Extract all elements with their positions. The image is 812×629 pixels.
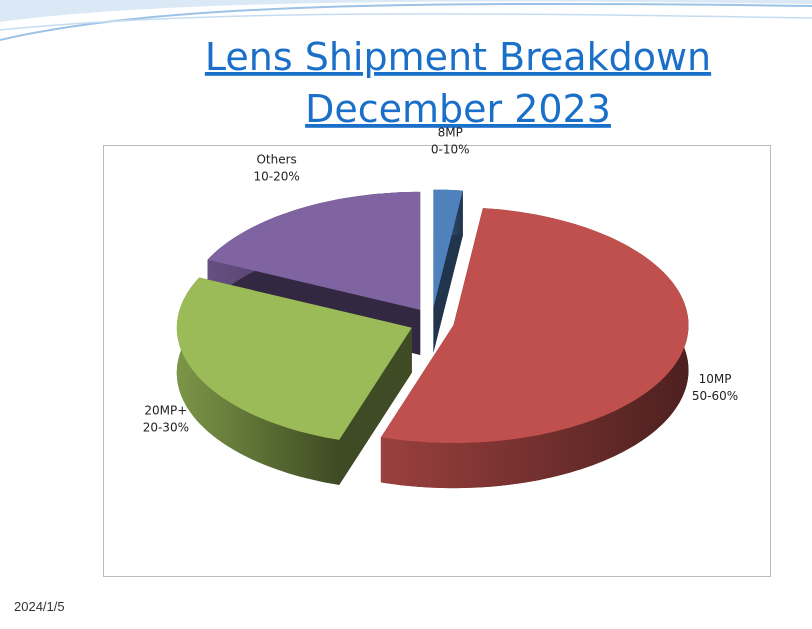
decor-band — [0, 0, 812, 22]
slice-label: 20MP+ — [144, 404, 187, 418]
pie-slice — [176, 277, 412, 440]
slice-label: 10MP — [699, 372, 732, 386]
slice-label: 8MP — [438, 125, 463, 139]
decor-curve — [0, 13, 812, 31]
slice-label: Others — [256, 153, 296, 167]
pie — [176, 189, 689, 489]
decor-curve — [0, 2, 812, 41]
pie-slice — [380, 208, 689, 444]
date: 2024/1/5 — [14, 599, 65, 614]
slice-value-label: 0-10% — [431, 142, 470, 156]
pie-side — [176, 277, 340, 485]
slide-title: December 2023 — [305, 87, 611, 131]
pie-slice — [433, 189, 463, 308]
slice-value-label: 20-30% — [143, 421, 189, 435]
pie-slice — [207, 191, 421, 310]
slice-value-label: 10-20% — [253, 170, 299, 184]
slide-title: Lens Shipment Breakdown — [205, 35, 711, 79]
slice-value-label: 50-60% — [692, 389, 738, 403]
